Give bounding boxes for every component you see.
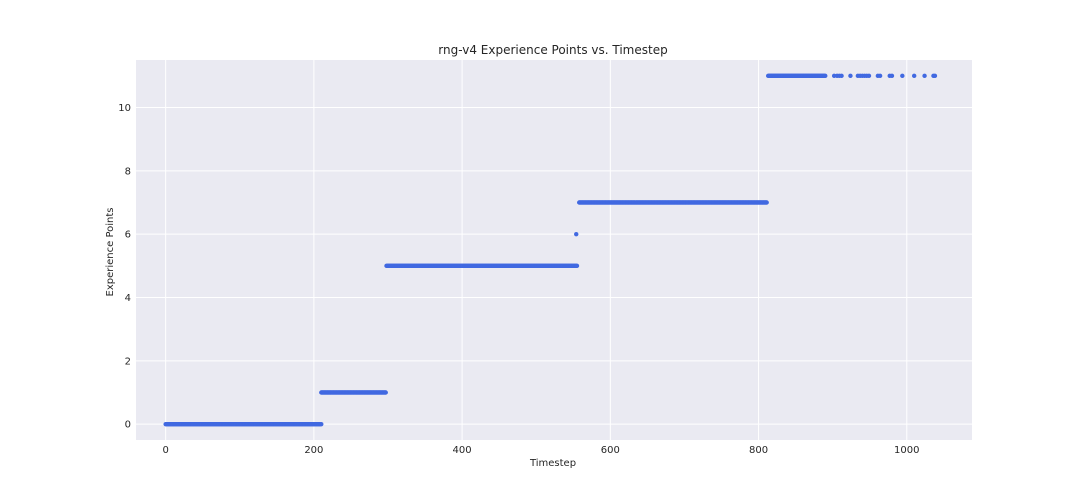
data-point	[900, 73, 905, 79]
data-point	[823, 73, 828, 79]
data-point	[574, 263, 580, 269]
plot-area	[136, 60, 972, 440]
x-tick-label: 400	[453, 445, 472, 456]
data-point	[319, 421, 324, 427]
y-tick-label: 6	[125, 230, 131, 241]
y-tick-label: 2	[125, 356, 131, 367]
y-tick-label: 0	[125, 420, 131, 431]
y-tick-label: 4	[125, 293, 131, 304]
y-tick-label: 8	[125, 166, 131, 177]
data-point	[877, 73, 883, 79]
tick-labels: 0 200 400 600 800 1000 0 2 4 6 8 10	[118, 103, 919, 456]
data-point	[889, 73, 895, 79]
x-tick-label: 200	[304, 445, 323, 456]
y-tick-label: 10	[118, 103, 131, 114]
data-point	[383, 390, 388, 395]
x-tick-label: 800	[749, 445, 768, 456]
data-point	[911, 73, 917, 79]
data-point	[866, 73, 872, 79]
data-point	[764, 200, 769, 205]
x-axis-label: Timestep	[529, 458, 576, 469]
data-point	[848, 73, 853, 79]
x-tick-label: 1000	[894, 445, 919, 456]
data-point	[932, 73, 938, 79]
x-tick-label: 600	[601, 445, 620, 456]
y-axis-label: Experience Points	[105, 208, 116, 297]
chart-title: rng-v4 Experience Points vs. Timestep	[438, 43, 667, 57]
data-points	[163, 73, 938, 427]
data-point	[839, 73, 844, 79]
data-point	[574, 231, 579, 237]
data-point	[922, 73, 927, 79]
x-tick-label: 0	[162, 445, 168, 456]
